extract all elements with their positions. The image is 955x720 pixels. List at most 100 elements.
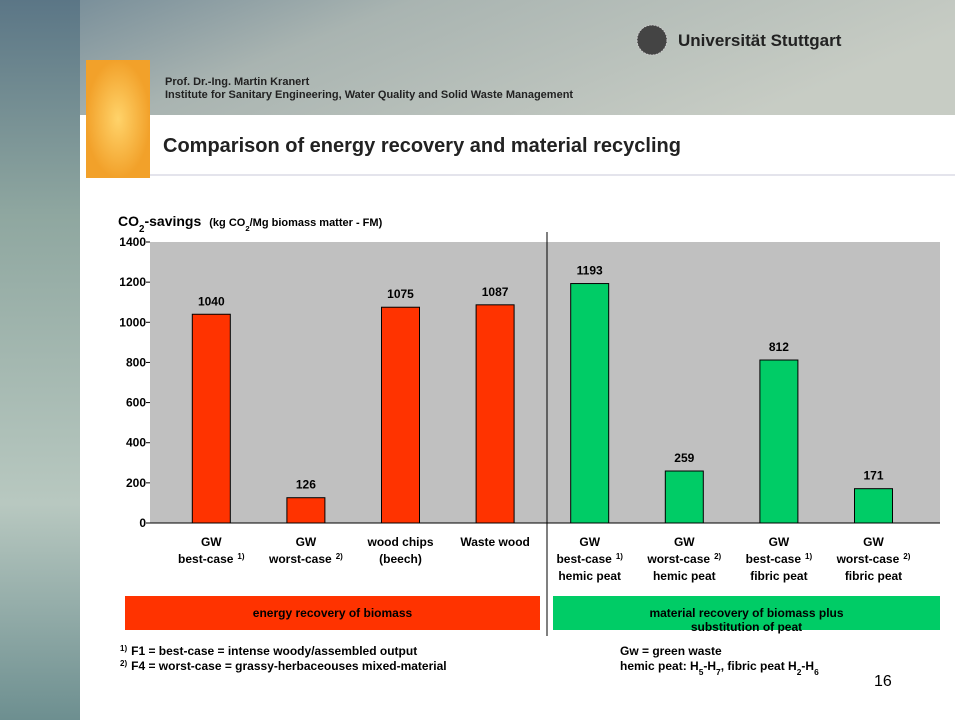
left-strip — [0, 0, 80, 720]
plot-area — [150, 242, 940, 523]
x-tick-label: hemic peat — [558, 569, 621, 583]
footnote: 1) F1 = best-case = intense woody/assembl… — [120, 644, 417, 659]
x-tick-label: (beech) — [379, 552, 422, 566]
y-unit-part: (kg CO — [209, 217, 246, 229]
bar — [759, 359, 799, 524]
note: hemic peat: H5-H7, fibric peat H2-H6 — [620, 659, 819, 677]
category-note: 1) — [805, 552, 812, 561]
y-tick-label: 1000 — [119, 315, 146, 329]
footnote-text: F1 = best-case = intense woody/assembled… — [131, 644, 417, 658]
institute: Institute for Sanitary Engineering, Wate… — [165, 89, 573, 101]
bar — [570, 283, 610, 524]
group-box — [553, 596, 940, 630]
category-line: (beech) — [379, 552, 422, 566]
footnote-mark: 2) — [120, 659, 127, 668]
bar — [475, 304, 515, 524]
x-tick-label: Waste wood — [460, 535, 530, 549]
title-band — [85, 115, 955, 175]
x-tick-label: worst-case 2) — [836, 552, 911, 567]
category-line: best-case — [746, 552, 802, 566]
category-line: GW — [201, 535, 222, 549]
category-line: worst-case — [268, 552, 332, 566]
value-label: 1193 — [577, 264, 603, 278]
group-label: substitution of peat — [691, 620, 802, 634]
y-unit-part: 2 — [245, 224, 249, 233]
note: Gw = green waste — [620, 644, 722, 658]
category-note: 2) — [903, 552, 910, 561]
y-label-part: 2 — [139, 224, 145, 235]
logo — [86, 60, 150, 178]
category-line: worst-case — [836, 552, 900, 566]
x-tick-label: GW — [296, 535, 317, 549]
group-label: energy recovery of biomass — [253, 606, 413, 620]
x-tick-label: worst-case 2) — [268, 552, 343, 567]
note-part: , fibric peat H — [721, 659, 797, 673]
category-line: GW — [296, 535, 317, 549]
x-tick-label: wood chips — [367, 535, 434, 549]
header-band — [0, 0, 955, 115]
footnote-mark: 1) — [120, 644, 127, 653]
y-tick-label: 1200 — [119, 275, 146, 289]
y-tick-label: 800 — [126, 355, 146, 369]
value-label: 1040 — [198, 294, 225, 308]
value-label: 171 — [863, 469, 883, 483]
x-tick-label: hemic peat — [653, 569, 716, 583]
value-label: 1075 — [387, 287, 414, 301]
author: Prof. Dr.-Ing. Martin Kranert — [165, 76, 310, 88]
category-line: hemic peat — [558, 569, 621, 583]
value-label: 1087 — [482, 285, 509, 299]
value-label: 259 — [674, 451, 694, 465]
y-axis-unit: (kg CO2/Mg biomass matter - FM) — [209, 217, 382, 233]
x-tick-label: best-case 1) — [746, 552, 813, 567]
y-label-part: CO — [118, 213, 139, 229]
bar — [286, 497, 326, 524]
x-tick-label: GW — [863, 535, 884, 549]
category-line: best-case — [178, 552, 234, 566]
bar — [664, 470, 704, 524]
category-line: GW — [579, 535, 600, 549]
x-tick-label: fibric peat — [845, 569, 902, 583]
x-tick-label: worst-case 2) — [646, 552, 721, 567]
category-line: GW — [863, 535, 884, 549]
y-tick-label: 600 — [126, 396, 146, 410]
group-label: material recovery of biomass plus — [649, 606, 843, 620]
category-line: wood chips — [367, 535, 434, 549]
category-note: 1) — [616, 552, 623, 561]
note-part: 7 — [716, 667, 721, 677]
x-tick-label: best-case 1) — [178, 552, 245, 567]
x-tick-label: GW — [201, 535, 222, 549]
category-note: 2) — [714, 552, 721, 561]
group-box — [125, 596, 540, 630]
category-line: best-case — [556, 552, 612, 566]
y-unit-part: /Mg biomass matter - FM) — [250, 217, 383, 229]
y-tick-label: 400 — [126, 436, 146, 450]
note-part: hemic peat: H — [620, 659, 699, 673]
x-tick-label: GW — [674, 535, 695, 549]
x-tick-label: GW — [769, 535, 790, 549]
y-tick-label: 1400 — [119, 235, 146, 249]
y-axis-label: CO2-savings (kg CO2/Mg biomass matter - F… — [118, 213, 383, 235]
category-line: GW — [674, 535, 695, 549]
value-label: 812 — [769, 340, 789, 354]
value-label: 126 — [296, 478, 316, 492]
category-line: GW — [769, 535, 790, 549]
category-line: hemic peat — [653, 569, 716, 583]
y-label-part: -savings — [144, 213, 201, 229]
slide-title: Comparison of energy recovery and materi… — [163, 135, 681, 157]
y-tick-label: 200 — [126, 476, 146, 490]
uni-logo — [636, 24, 668, 56]
x-tick-label: GW — [579, 535, 600, 549]
y-tick-label: 0 — [139, 516, 146, 530]
footnote: 2) F4 = worst-case = grassy-herbaceouses … — [120, 659, 447, 674]
x-tick-label: best-case 1) — [556, 552, 623, 567]
category-note: 1) — [237, 552, 244, 561]
category-line: fibric peat — [845, 569, 902, 583]
category-line: fibric peat — [750, 569, 807, 583]
bar — [381, 306, 420, 524]
university: Universität Stuttgart — [678, 31, 842, 50]
bar — [854, 488, 893, 524]
category-line: Waste wood — [460, 535, 530, 549]
note-part: 5 — [699, 667, 704, 677]
x-tick-label: fibric peat — [750, 569, 807, 583]
